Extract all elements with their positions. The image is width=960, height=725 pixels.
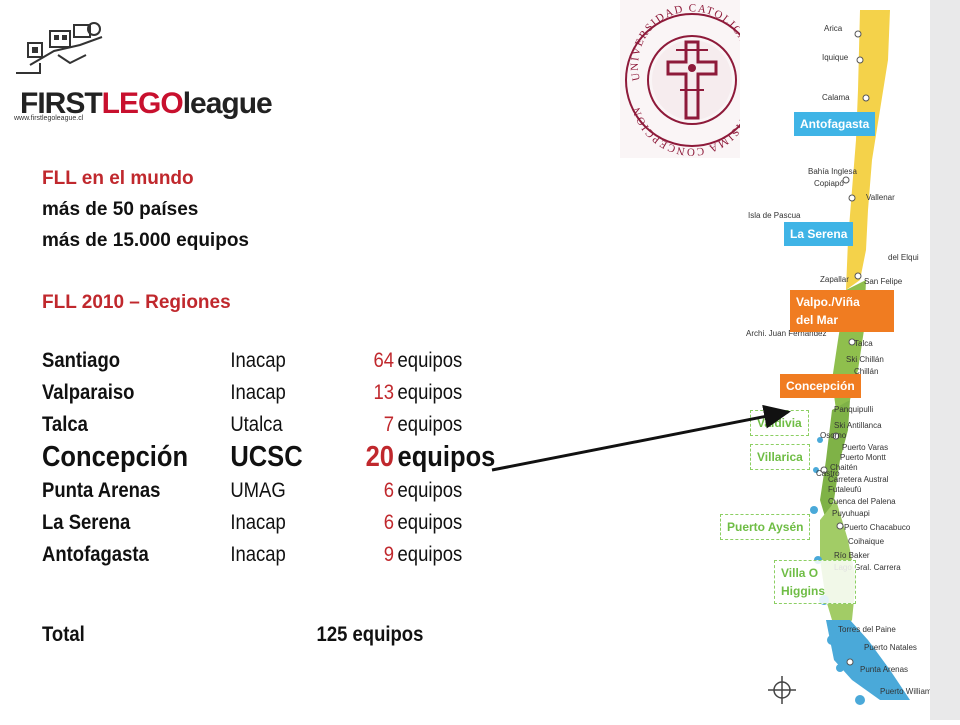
map-label-puerto-natales: Puerto Natales bbox=[864, 643, 917, 652]
tag-valparaiso-line2: del Mar bbox=[796, 313, 839, 327]
region-inst: Utalca bbox=[230, 413, 283, 436]
region-inst: Inacap bbox=[230, 349, 286, 372]
tag-concepcion: Concepción bbox=[780, 374, 861, 398]
regions-table: Santiago Inacap 64 equipos Valparaiso In… bbox=[42, 348, 495, 648]
region-city: Antofagasta bbox=[42, 543, 149, 566]
first-lego-league-logo: FIRSTLEGOleague www.firstlegoleague.cl bbox=[10, 15, 273, 125]
right-edge-bar bbox=[930, 0, 960, 720]
map-label-zapallar: Zapallar bbox=[820, 275, 849, 284]
total-value: 125 equipos bbox=[316, 623, 424, 646]
region-city: Concepción bbox=[42, 441, 189, 473]
region-count: 7 bbox=[383, 413, 394, 436]
map-label-osorno: Osorno bbox=[820, 431, 847, 440]
map-label-copiapo: Copiapó bbox=[814, 179, 844, 188]
map-label-arica: Arica bbox=[824, 24, 843, 33]
region-count: 13 bbox=[373, 381, 394, 404]
map-label-bahia-inglesa: Bahía Inglesa bbox=[808, 167, 857, 176]
tag-valdivia: Valdivia bbox=[750, 410, 809, 436]
region-city: Valparaiso bbox=[42, 381, 135, 404]
chile-map: Arica Iquique Calama Bahía Inglesa Copia… bbox=[720, 0, 960, 720]
map-label-coihaique: Coihaique bbox=[848, 537, 885, 546]
map-label-rio-baker: Río Baker bbox=[834, 551, 870, 560]
region-city: La Serena bbox=[42, 511, 131, 534]
region-city: Punta Arenas bbox=[42, 479, 161, 502]
map-label-puerto-chacabuco: Puerto Chacabuco bbox=[844, 523, 911, 532]
map-label-archipielago: Archi. Juan Fernandez bbox=[746, 329, 827, 338]
tag-puerto-aysen: Puerto Aysén bbox=[720, 514, 811, 540]
map-label-torres-paine: Torres del Paine bbox=[838, 625, 896, 634]
logo-url: www.firstlegoleague.cl bbox=[14, 115, 84, 122]
map-label-puerto-montt: Puerto Montt bbox=[840, 453, 887, 462]
region-inst: Inacap bbox=[230, 543, 286, 566]
region-unit: equipos bbox=[397, 479, 463, 502]
region-unit: equipos bbox=[397, 413, 463, 436]
region-unit: equipos bbox=[397, 381, 463, 404]
map-label-iquique: Iquique bbox=[822, 53, 849, 62]
text-paises: más de 50 países bbox=[42, 199, 199, 220]
region-count: 6 bbox=[383, 511, 394, 534]
map-label-san-felipe: San Felipe bbox=[864, 277, 903, 286]
region-inst: UMAG bbox=[230, 479, 286, 502]
map-label-puerto-williams: Puerto Williams bbox=[880, 687, 936, 696]
region-count: 6 bbox=[383, 479, 394, 502]
spacer bbox=[42, 256, 249, 287]
map-label-isla-de-pascua: Isla de Pascua bbox=[748, 211, 801, 220]
region-inst: UCSC bbox=[230, 441, 303, 473]
region-inst: Inacap bbox=[230, 511, 286, 534]
main-text: FLL en el mundo más de 50 países más de … bbox=[42, 163, 495, 648]
university-seal: UNIVERSIDAD CATOLICA DE LA SANTISIMA CON… bbox=[620, 0, 762, 158]
map-label-puyuhuapi: Puyuhuapi bbox=[832, 509, 870, 518]
map-label-carretera-austral: Carretera Austral bbox=[828, 475, 889, 484]
region-unit: equipos bbox=[397, 511, 463, 534]
map-label-chaiten: Chaitén bbox=[830, 463, 858, 472]
region-inst: Inacap bbox=[230, 381, 286, 404]
map-label-chillan: Chillán bbox=[854, 367, 878, 376]
tag-villa-ohiggins: Villa O Higgins bbox=[774, 560, 856, 604]
heading-fll-mundo: FLL en el mundo bbox=[42, 168, 194, 189]
map-label-talca: Talca bbox=[854, 339, 873, 348]
region-unit: equipos bbox=[397, 543, 463, 566]
tag-villa-line2: Higgins bbox=[781, 584, 825, 598]
map-label-cuenca-palena: Cuenca del Palena bbox=[828, 497, 896, 506]
fll-wordmark: FIRSTLEGOleague bbox=[20, 87, 273, 120]
tag-la-serena: La Serena bbox=[784, 222, 854, 246]
total-row: Total 125 equipos bbox=[42, 623, 500, 647]
region-count: 64 bbox=[373, 349, 394, 372]
map-label-punta-arenas: Punta Arenas bbox=[860, 665, 908, 674]
tag-antofagasta: Antofagasta bbox=[794, 112, 876, 136]
map-label-ski-chillan: Ski Chillán bbox=[846, 355, 884, 364]
region-count: 9 bbox=[383, 543, 394, 566]
tag-valparaiso: Valpo./Viña del Mar bbox=[790, 290, 894, 332]
robot-logo-icon bbox=[16, 22, 103, 74]
map-label-ski-antillanca: Ski Antillanca bbox=[834, 421, 882, 430]
map-label-panguipulli: Panquipulli bbox=[834, 405, 873, 414]
tag-villa-line1: Villa O bbox=[781, 566, 819, 580]
map-label-elqui: del Elqui bbox=[888, 253, 919, 262]
map-graphic: Arica Iquique Calama Bahía Inglesa Copia… bbox=[740, 0, 960, 720]
region-unit: equipos bbox=[397, 441, 496, 473]
region-unit: equipos bbox=[397, 349, 463, 372]
compass-icon bbox=[768, 676, 796, 704]
tag-valparaiso-line1: Valpo./Viña bbox=[796, 295, 860, 309]
region-city: Santiago bbox=[42, 349, 121, 372]
text-equipos: más de 15.000 equipos bbox=[42, 230, 249, 251]
region-city: Talca bbox=[42, 413, 88, 436]
map-label-vallenar: Vallenar bbox=[866, 193, 895, 202]
heading-fll-2010: FLL 2010 – Regiones bbox=[42, 292, 231, 313]
map-label-lago-carrera: Lago Gral. Carrera bbox=[834, 563, 901, 572]
map-label-futaleufu: Futaleufú bbox=[828, 485, 861, 494]
region-count: 20 bbox=[365, 441, 394, 473]
map-label-castro: Castro bbox=[816, 469, 840, 478]
tag-villarrica: Villarica bbox=[750, 444, 810, 470]
map-label-puerto-varas: Puerto Varas bbox=[842, 443, 888, 452]
map-label-calama: Calama bbox=[822, 93, 850, 102]
total-label: Total bbox=[42, 623, 85, 646]
seal-emblem-icon: UNIVERSIDAD CATOLICA DE LA SANTISIMA CON… bbox=[625, 2, 759, 158]
